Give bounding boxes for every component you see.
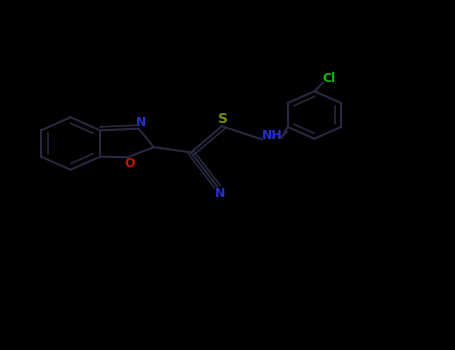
Text: S: S [218, 112, 228, 126]
Text: Cl: Cl [322, 72, 336, 85]
Text: N: N [136, 116, 146, 129]
Text: N: N [215, 187, 225, 199]
Text: O: O [125, 157, 136, 170]
Text: NH: NH [262, 130, 283, 142]
